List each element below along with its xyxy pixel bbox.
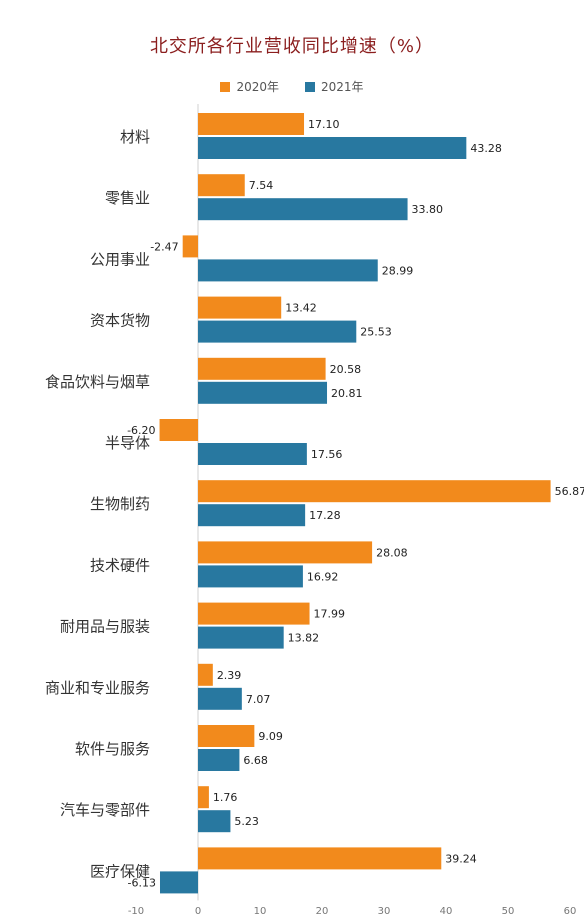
category-label: 医疗保健 [90, 862, 150, 880]
data-label: 9.09 [258, 730, 283, 743]
bar-2021 [198, 626, 284, 649]
bar-2020 [198, 541, 373, 564]
bar-2020 [159, 419, 198, 441]
x-tick-label: 40 [440, 906, 453, 917]
data-label: 17.99 [314, 608, 346, 621]
bar-2020 [198, 602, 310, 625]
bar-2021 [159, 871, 198, 894]
category-label: 零售业 [105, 189, 150, 207]
category-label: 半导体 [105, 434, 150, 452]
legend-label-2021: 2021年 [321, 80, 364, 94]
category-label: 软件与服务 [75, 740, 150, 758]
bar-2021 [198, 381, 328, 404]
category-label: 资本货物 [90, 312, 150, 330]
bar-2021 [198, 320, 357, 343]
data-label: 16.92 [307, 570, 339, 583]
chart-title: 北交所各行业营收同比增速（%） [149, 36, 435, 57]
bar-2021 [198, 443, 307, 465]
category-label: 生物制药 [90, 495, 150, 513]
legend-item-2021: 2021年 [305, 78, 364, 95]
legend-label-2020: 2020年 [236, 80, 279, 94]
bar-2021 [198, 504, 306, 527]
bar-2020 [198, 357, 326, 380]
legend-swatch-2020 [220, 81, 231, 92]
data-label: 25.53 [360, 326, 392, 339]
data-label: -6.13 [128, 876, 156, 889]
category-label: 公用事业 [90, 250, 150, 268]
data-label: 17.10 [308, 118, 340, 131]
data-label: -2.47 [150, 240, 178, 253]
category-label: 食品饮料与烟草 [45, 373, 150, 391]
bar-2020 [198, 480, 551, 503]
x-tick-label: 0 [195, 906, 201, 917]
data-label: 7.07 [246, 693, 270, 706]
data-label: 43.28 [470, 142, 502, 155]
data-label: 28.99 [382, 264, 414, 277]
data-label: 17.56 [311, 448, 343, 461]
data-label: 20.81 [331, 387, 363, 400]
data-label: 13.42 [285, 302, 317, 315]
data-label: 13.82 [288, 632, 320, 645]
data-label: 39.24 [445, 852, 477, 865]
legend: 2020年 2021年 [0, 78, 584, 95]
bar-2021 [198, 687, 242, 710]
data-label: -6.20 [127, 424, 155, 437]
category-label: 材料 [120, 128, 150, 146]
bar-2020 [198, 725, 255, 747]
bar-2021 [198, 137, 467, 159]
category-label: 商业和专业服务 [45, 679, 150, 697]
category-label: 汽车与零部件 [60, 801, 150, 819]
bar-2020 [198, 113, 305, 135]
bar-2021 [198, 259, 378, 282]
x-tick-label: 10 [254, 906, 267, 917]
data-label: 17.28 [309, 509, 341, 522]
x-tick-label: -10 [128, 906, 144, 917]
data-label: 5.23 [234, 815, 259, 828]
x-tick-label: 50 [502, 906, 515, 917]
bar-2020 [198, 663, 213, 686]
data-label: 28.08 [376, 546, 408, 559]
legend-item-2020: 2020年 [220, 78, 279, 95]
data-label: 20.58 [330, 363, 362, 376]
data-label: 7.54 [249, 179, 273, 192]
bar-2020 [198, 174, 245, 197]
bar-2021 [198, 198, 408, 221]
data-label: 2.39 [217, 669, 242, 682]
category-label: 耐用品与服装 [60, 618, 150, 636]
bar-2021 [198, 565, 303, 588]
bar-2021 [198, 749, 240, 771]
category-label: 技术硬件 [90, 556, 150, 574]
bar-2020 [198, 847, 442, 870]
data-label: 1.76 [213, 791, 238, 804]
data-label: 56.87 [555, 485, 584, 498]
bar-2020 [198, 296, 282, 319]
bar-2021 [198, 810, 231, 833]
data-label: 6.68 [243, 754, 268, 767]
x-tick-label: 30 [378, 906, 391, 917]
legend-swatch-2021 [305, 81, 315, 92]
bar-2020 [182, 235, 198, 258]
x-tick-label: 60 [564, 906, 577, 917]
data-label: 33.80 [412, 203, 444, 216]
bar-2020 [198, 786, 209, 809]
x-tick-label: 20 [316, 906, 329, 917]
